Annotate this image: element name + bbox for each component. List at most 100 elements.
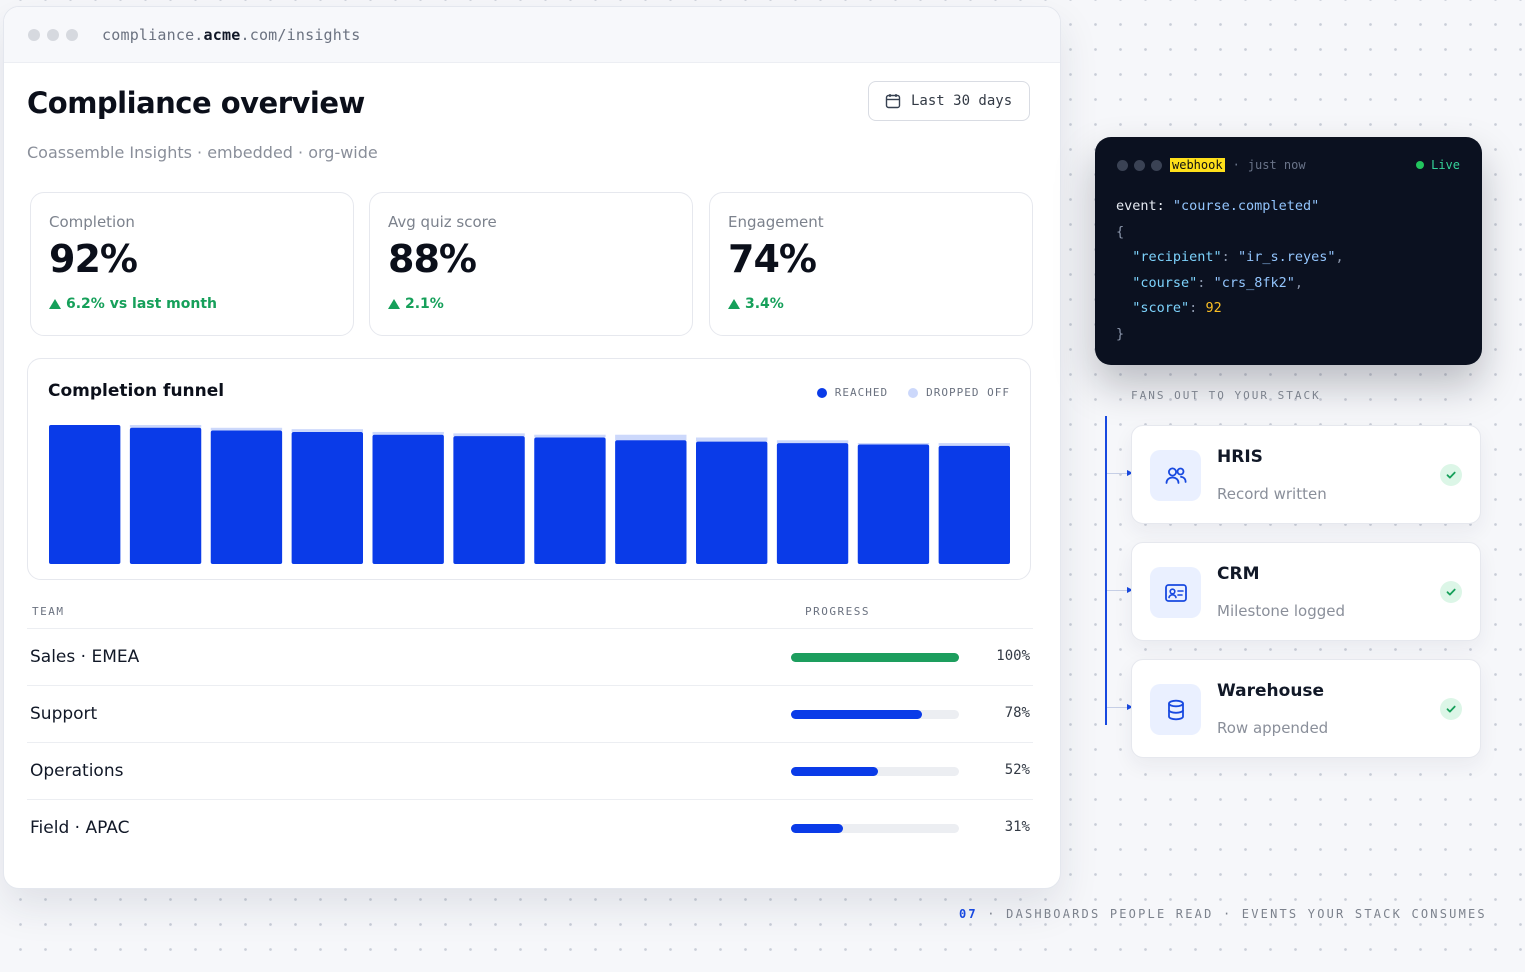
funnel-bar-dropped <box>857 443 930 445</box>
connector-trunk <box>1105 416 1107 725</box>
check-icon <box>1440 581 1462 603</box>
live-label: Live <box>1431 158 1460 172</box>
funnel-bar-reached <box>372 434 444 564</box>
funnel-bar-dropped <box>938 443 1010 446</box>
users-icon <box>1150 450 1201 501</box>
funnel-bar-dropped <box>615 434 687 441</box>
kpi-card-completion: Completion 92% 6.2% vs last month <box>30 192 354 336</box>
connector-branch <box>1107 587 1133 593</box>
destination-name: HRIS <box>1217 447 1263 467</box>
table-row[interactable]: Sales · EMEA 100% <box>27 628 1033 685</box>
funnel-bar-reached <box>615 440 687 564</box>
column-header-team: TEAM <box>32 605 65 618</box>
trend-up-icon <box>388 299 400 309</box>
window-dot <box>1151 159 1162 171</box>
separator: · <box>987 907 1007 921</box>
window-dot-maximize[interactable] <box>66 28 78 41</box>
funnel-bar-reached <box>696 441 768 564</box>
destination-status: Row appended <box>1217 719 1329 737</box>
table-row[interactable]: Field · APAC 31% <box>27 799 1033 856</box>
funnel-bar-reached <box>857 444 930 564</box>
caption-left: DASHBOARDS PEOPLE READ <box>1006 907 1214 921</box>
progress-fill <box>791 710 923 719</box>
json-event-value: "course.completed" <box>1172 198 1320 214</box>
arrow-right-icon <box>1127 704 1133 710</box>
progress-percent: 31% <box>1004 819 1030 835</box>
arrow-right-icon <box>1127 470 1133 476</box>
connector-branch <box>1107 704 1133 710</box>
window-dot-close[interactable] <box>28 28 40 41</box>
progress-fill <box>791 824 844 833</box>
connector-branch <box>1107 470 1133 476</box>
funnel-bar-reached <box>129 427 202 564</box>
funnel-bar-dropped <box>129 425 202 428</box>
table-row[interactable]: Operations 52% <box>27 742 1033 799</box>
progress-percent: 100% <box>996 648 1030 664</box>
webhook-tag: webhook <box>1170 158 1225 172</box>
live-dot-icon <box>1416 161 1425 169</box>
funnel-bar-reached <box>938 445 1010 564</box>
kpi-delta-text: 2.1% <box>405 296 444 312</box>
progress-percent: 78% <box>1004 705 1030 721</box>
funnel-title: Completion funnel <box>48 381 225 401</box>
destination-status: Record written <box>1217 485 1327 503</box>
section-caption: 07 · DASHBOARDS PEOPLE READ · EVENTS YOU… <box>959 907 1487 921</box>
json-key: "course" <box>1132 274 1198 291</box>
team-name: Operations <box>30 761 124 781</box>
calendar-icon <box>885 94 901 109</box>
arrow-right-icon <box>1127 587 1133 593</box>
kpi-delta: 6.2% vs last month <box>49 296 217 312</box>
date-range-label: Last 30 days <box>911 93 1013 109</box>
url-bar: compliance.acme.com/insights <box>4 7 1060 63</box>
funnel-legend: REACHED DROPPED OFF <box>797 386 1010 399</box>
kpi-card-engagement: Engagement 74% 3.4% <box>709 192 1033 336</box>
legend-label: DROPPED OFF <box>926 386 1010 399</box>
trend-up-icon <box>49 299 61 309</box>
funnel-bar-dropped <box>372 431 444 435</box>
separator: · <box>1222 907 1242 921</box>
funnel-bar-dropped <box>453 433 525 437</box>
live-status: Live <box>1416 158 1460 172</box>
funnel-bar-reached <box>453 436 525 564</box>
webhook-payload-panel: webhook · just now Live event: "course.c… <box>1095 137 1482 365</box>
kpi-label: Engagement <box>728 213 824 231</box>
funnel-bar-dropped <box>776 440 849 444</box>
webhook-time: just now <box>1247 158 1306 172</box>
team-name: Support <box>30 704 98 724</box>
json-value: 92 <box>1205 300 1222 316</box>
table-row[interactable]: Support 78% <box>27 685 1033 742</box>
funnel-bar-reached <box>210 430 283 564</box>
kpi-value: 74% <box>728 237 817 281</box>
progress-track <box>791 710 959 719</box>
address-text[interactable]: compliance.acme.com/insights <box>102 26 360 44</box>
funnel-chart <box>49 425 1010 564</box>
kpi-delta-text: 3.4% <box>745 296 784 312</box>
destination-name: Warehouse <box>1217 681 1325 701</box>
json-value: "crs_8fk2" <box>1213 274 1295 291</box>
destination-card-crm[interactable]: CRM Milestone logged <box>1131 542 1481 641</box>
id-card-icon <box>1150 567 1201 618</box>
destination-card-hris[interactable]: HRIS Record written <box>1131 425 1481 524</box>
json-value: "ir_s.reyes" <box>1237 249 1336 265</box>
kpi-value: 92% <box>49 237 138 281</box>
json-event-key: event <box>1116 198 1157 214</box>
window-dot-minimize[interactable] <box>47 28 59 41</box>
json-key: "score" <box>1132 300 1190 316</box>
check-icon <box>1440 698 1462 720</box>
progress-track <box>791 767 959 776</box>
caption-right: EVENTS YOUR STACK CONSUMES <box>1241 907 1487 921</box>
url-suffix: .com/insights <box>240 25 361 44</box>
date-range-button[interactable]: Last 30 days <box>868 81 1030 121</box>
page-title: Compliance overview <box>27 86 365 120</box>
funnel-bar-dropped <box>696 437 768 442</box>
funnel-bar-dropped <box>534 434 606 438</box>
progress-fill <box>791 767 879 776</box>
trend-up-icon <box>728 299 740 309</box>
destination-card-warehouse[interactable]: Warehouse Row appended <box>1131 659 1481 758</box>
progress-percent: 52% <box>1004 762 1030 778</box>
kpi-label: Completion <box>49 213 135 231</box>
funnel-bar-dropped <box>291 429 363 432</box>
webhook-header: webhook · just now <box>1117 158 1306 172</box>
funnel-bar-reached <box>49 425 121 564</box>
webhook-json: event: "course.completed" { "recipient":… <box>1116 198 1344 342</box>
